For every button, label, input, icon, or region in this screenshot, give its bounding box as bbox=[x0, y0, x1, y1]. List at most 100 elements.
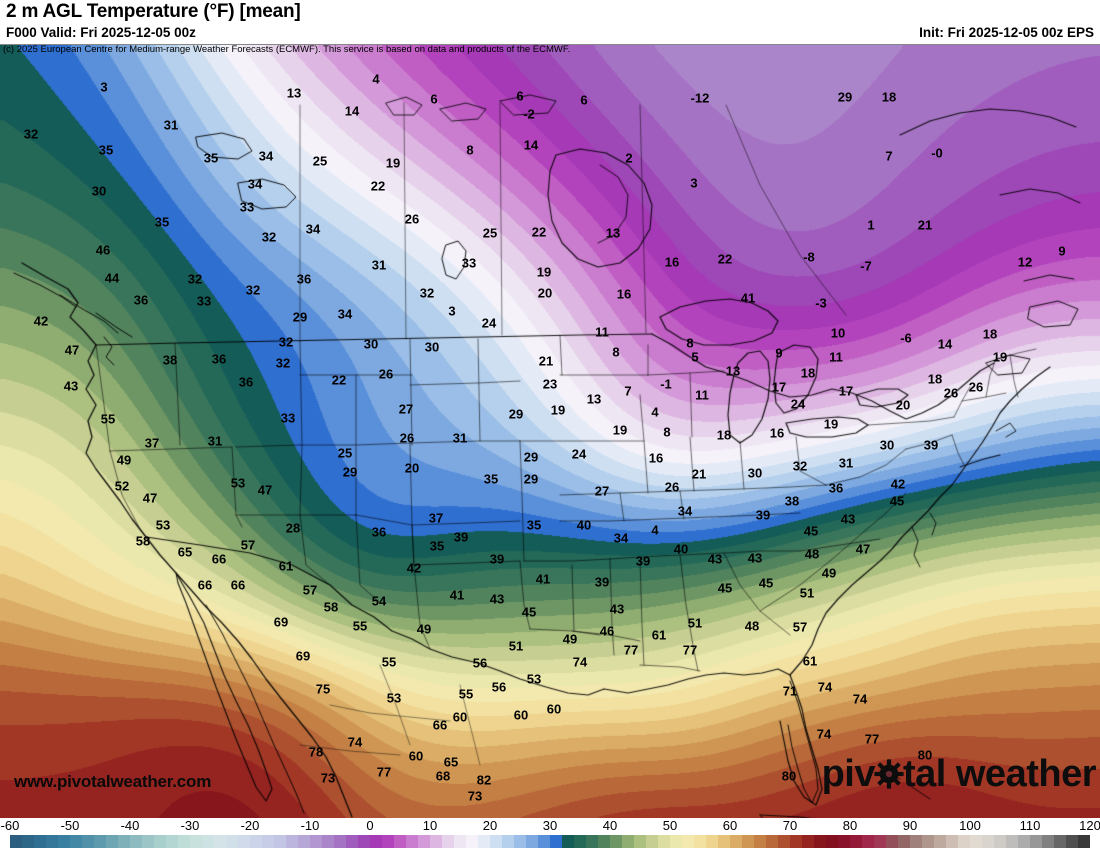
colorbar-tick: 50 bbox=[662, 818, 678, 833]
colorbar-segment bbox=[46, 835, 58, 848]
colorbar-segment bbox=[94, 835, 106, 848]
colorbar-segment bbox=[1018, 835, 1030, 848]
colorbar-segment bbox=[166, 835, 178, 848]
colorbar-segment bbox=[1054, 835, 1066, 848]
colorbar-segment bbox=[442, 835, 454, 848]
colorbar-segment bbox=[994, 835, 1006, 848]
colorbar-segment bbox=[262, 835, 274, 848]
colorbar-segment bbox=[82, 835, 94, 848]
colorbar-segment bbox=[610, 835, 622, 848]
colorbar-tick: 40 bbox=[602, 818, 618, 833]
colorbar-segment bbox=[298, 835, 310, 848]
colorbar-segment bbox=[862, 835, 874, 848]
colorbar-segment bbox=[118, 835, 130, 848]
colorbar-segment bbox=[142, 835, 154, 848]
colorbar-segment bbox=[910, 835, 922, 848]
colorbar-segment bbox=[826, 835, 838, 848]
colorbar-segment bbox=[22, 835, 34, 848]
colorbar-segment bbox=[490, 835, 502, 848]
colorbar-segment bbox=[154, 835, 166, 848]
colorbar-segment bbox=[430, 835, 442, 848]
colorbar-segment bbox=[418, 835, 430, 848]
colorbar-segment bbox=[622, 835, 634, 848]
colorbar-segment bbox=[850, 835, 862, 848]
colorbar-segment bbox=[778, 835, 790, 848]
colorbar-segment bbox=[538, 835, 550, 848]
colorbar-segment bbox=[226, 835, 238, 848]
colorbar-segment bbox=[346, 835, 358, 848]
colorbar-segment bbox=[946, 835, 958, 848]
colorbar-segment bbox=[562, 835, 574, 848]
colorbar-tick: 10 bbox=[422, 818, 438, 833]
colorbar-segment bbox=[874, 835, 886, 848]
colorbar-segment bbox=[394, 835, 406, 848]
logo-text-left: piv bbox=[821, 753, 876, 795]
colorbar-segment bbox=[250, 835, 262, 848]
colorbar-segment bbox=[70, 835, 82, 848]
page-title: 2 m AGL Temperature (°F) [mean] bbox=[6, 1, 301, 22]
colorbar-tick: -50 bbox=[60, 818, 80, 833]
colorbar-segment bbox=[106, 835, 118, 848]
colorbar-segment bbox=[214, 835, 226, 848]
colorbar-tick-labels: -60 -50 -40 -30 -20 -10 0 10 20 30 40 50 60 70 80 90 100… bbox=[0, 818, 1100, 834]
colorbar-segment bbox=[478, 835, 490, 848]
colorbar-segment bbox=[406, 835, 418, 848]
colorbar-segment bbox=[550, 835, 562, 848]
colorbar-segment bbox=[970, 835, 982, 848]
colorbar-segment bbox=[10, 835, 22, 848]
map-header: 2 m AGL Temperature (°F) [mean] F000 Val… bbox=[0, 0, 1100, 44]
colorbar-segment bbox=[586, 835, 598, 848]
colorbar-tick: 70 bbox=[782, 818, 798, 833]
colorbar-segment bbox=[514, 835, 526, 848]
colorbar-segment bbox=[694, 835, 706, 848]
colorbar-tick: 110 bbox=[1019, 818, 1041, 833]
colorbar-segment bbox=[286, 835, 298, 848]
colorbar-segment bbox=[1030, 835, 1042, 848]
colorbar-tick: 60 bbox=[722, 818, 738, 833]
pivotal-weather-logo: piv tal weather bbox=[821, 753, 1097, 796]
colorbar-tick: 120 bbox=[1079, 818, 1100, 833]
colorbar-segment bbox=[274, 835, 286, 848]
colorbar-segment bbox=[598, 835, 610, 848]
colorbar-tick: -30 bbox=[180, 818, 200, 833]
colorbar-segment bbox=[802, 835, 814, 848]
colorbar-segment bbox=[334, 835, 346, 848]
colorbar-tick: 30 bbox=[542, 818, 558, 833]
colorbar-tick: 20 bbox=[482, 818, 498, 833]
valid-time-label: F000 Valid: Fri 2025-12-05 00z bbox=[6, 25, 196, 40]
colorbar-segment bbox=[934, 835, 946, 848]
site-url-watermark: www.pivotalweather.com bbox=[14, 772, 212, 791]
colorbar-segment bbox=[922, 835, 934, 848]
temperature-heatmap-canvas[interactable] bbox=[0, 45, 1100, 818]
colorbar-segment bbox=[382, 835, 394, 848]
colorbar-segment bbox=[682, 835, 694, 848]
map-viewport[interactable]: 3 13 14 4 6 6 -2 6 -12 29 18 32 31 35 35 34 25 19 8 14 2 7 -0 3… bbox=[0, 44, 1100, 818]
colorbar-segment bbox=[958, 835, 970, 848]
colorbar-segment bbox=[754, 835, 766, 848]
colorbar-segment bbox=[886, 835, 898, 848]
colorbar-segment bbox=[838, 835, 850, 848]
colorbar-segment bbox=[322, 835, 334, 848]
colorbar-tick: -10 bbox=[300, 818, 320, 833]
colorbar-segment bbox=[634, 835, 646, 848]
colorbar-segment bbox=[370, 835, 382, 848]
colorbar-segment bbox=[1078, 835, 1090, 848]
colorbar-segment bbox=[766, 835, 778, 848]
colorbar-segment bbox=[1066, 835, 1078, 848]
colorbar-segment bbox=[730, 835, 742, 848]
colorbar: -60 -50 -40 -30 -20 -10 0 10 20 30 40 50 60 70 80 90 100… bbox=[0, 818, 1100, 850]
colorbar-segment bbox=[238, 835, 250, 848]
colorbar-segment bbox=[358, 835, 370, 848]
colorbar-segment bbox=[814, 835, 826, 848]
colorbar-segment bbox=[526, 835, 538, 848]
colorbar-tick: 90 bbox=[902, 818, 918, 833]
colorbar-tick: -40 bbox=[120, 818, 140, 833]
colorbar-segment bbox=[34, 835, 46, 848]
colorbar-tick: 80 bbox=[842, 818, 858, 833]
colorbar-segment bbox=[502, 835, 514, 848]
colorbar-segment bbox=[178, 835, 190, 848]
logo-text-right: tal weather bbox=[902, 753, 1097, 795]
gear-icon bbox=[874, 756, 904, 789]
colorbar-segment bbox=[670, 835, 682, 848]
